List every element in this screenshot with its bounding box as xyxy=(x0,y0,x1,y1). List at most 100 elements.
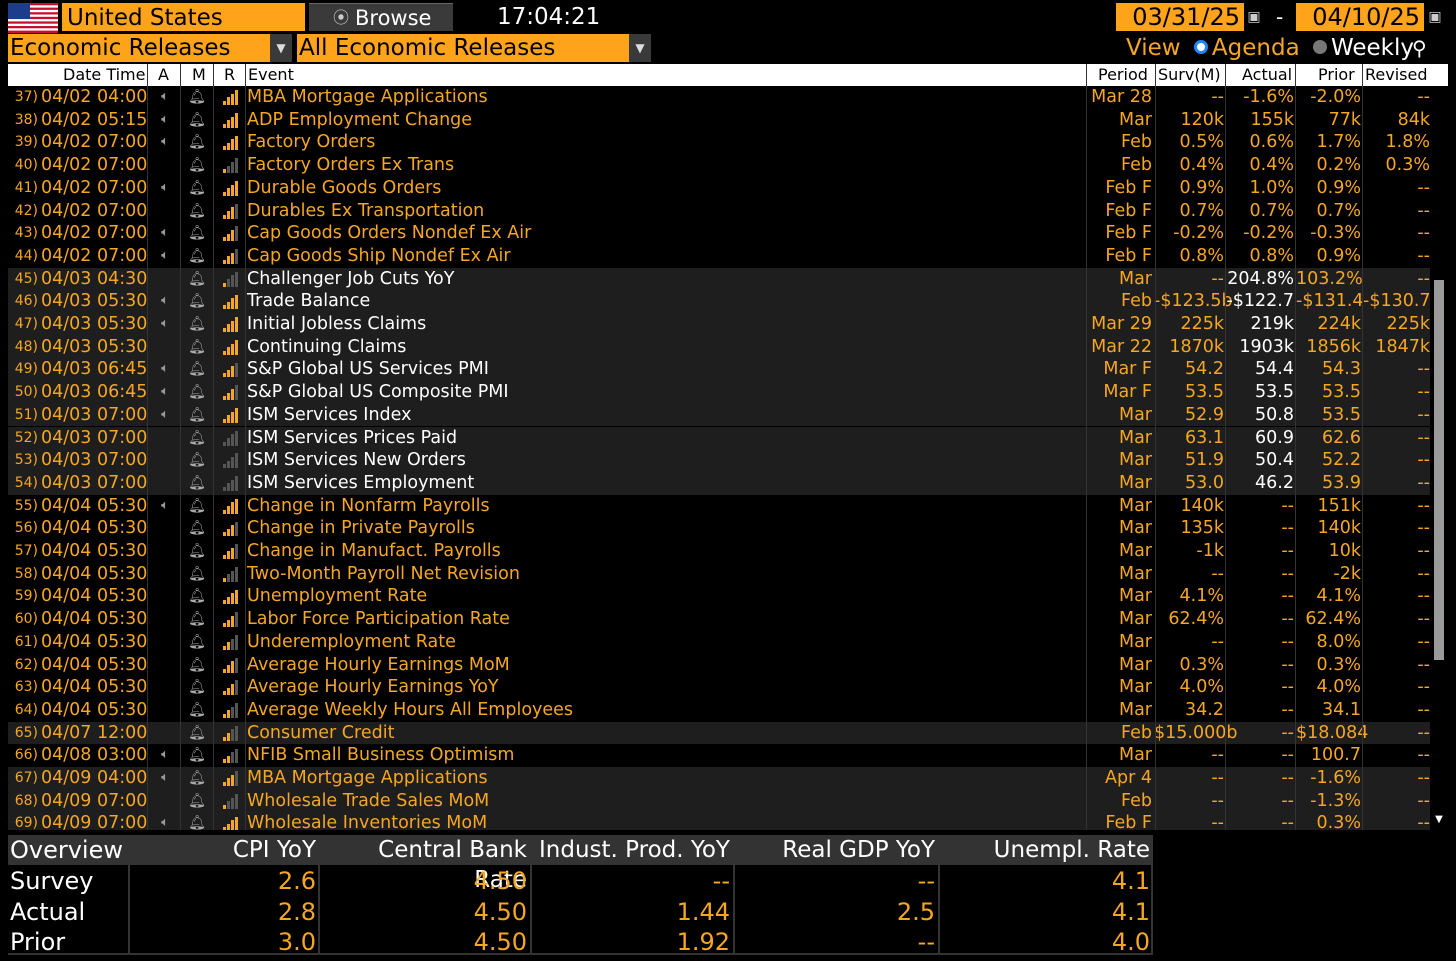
table-row[interactable]: 52) 04/03 07:00 🔔︎ ISM Services Prices Paid… xyxy=(8,426,1430,450)
row-event[interactable]: Average Weekly Hours All Employees xyxy=(247,699,574,720)
bell-icon[interactable]: 🔔︎ xyxy=(188,611,206,628)
table-row[interactable]: 67) 04/09 04:00 🔈︎ 🔔︎ MBA Mortgage Applicati… xyxy=(8,767,1430,790)
bell-icon[interactable]: 🔔︎ xyxy=(188,179,206,196)
table-row[interactable]: 60) 04/04 05:30 🔔︎ Labor Force Participatio… xyxy=(8,608,1430,631)
bell-icon[interactable]: 🔔︎ xyxy=(188,157,206,174)
speaker-icon[interactable]: 🔈︎ xyxy=(161,747,169,763)
col-period[interactable]: Period xyxy=(1098,65,1148,84)
row-event[interactable]: Factory Orders Ex Trans xyxy=(247,155,455,176)
col-a[interactable]: A xyxy=(158,65,169,84)
bell-icon[interactable]: 🔔︎ xyxy=(188,202,206,219)
bell-icon[interactable]: 🔔︎ xyxy=(188,701,206,718)
table-row[interactable]: 50) 04/03 06:45 🔈︎ 🔔︎ S&P Global US Composit… xyxy=(8,381,1430,404)
scroll-up-icon[interactable]: ▲ xyxy=(1435,68,1443,79)
speaker-icon[interactable] xyxy=(154,517,176,540)
bell-icon[interactable]: 🔔︎ xyxy=(188,270,206,287)
bell-icon[interactable]: 🔔︎ xyxy=(188,497,206,514)
table-row[interactable]: 41) 04/02 07:00 🔈︎ 🔔︎ Durable Goods Orders Fe… xyxy=(8,177,1430,200)
speaker-icon[interactable]: 🔈︎ xyxy=(161,815,169,830)
bell-icon[interactable]: 🔔︎ xyxy=(188,293,206,310)
row-event[interactable]: Change in Nonfarm Payrolls xyxy=(247,495,490,516)
row-event[interactable]: Change in Private Payrolls xyxy=(247,518,475,539)
bell-icon[interactable]: 🔔︎ xyxy=(188,724,206,741)
row-event[interactable]: MBA Mortgage Applications xyxy=(247,87,488,107)
country-field[interactable]: United States xyxy=(62,3,305,31)
table-row[interactable]: 62) 04/04 05:30 🔔︎ Average Hourly Earnings … xyxy=(8,654,1430,677)
table-row[interactable]: 49) 04/03 06:45 🔈︎ 🔔︎ S&P Global US Services… xyxy=(8,358,1430,382)
table-row[interactable]: 44) 04/02 07:00 🔈︎ 🔔︎ Cap Goods Ship Nondef … xyxy=(8,245,1430,268)
table-row[interactable]: 43) 04/02 07:00 🔈︎ 🔔︎ Cap Goods Orders Nonde… xyxy=(8,222,1430,245)
speaker-icon[interactable] xyxy=(154,790,176,813)
speaker-icon[interactable]: 🔈︎ xyxy=(161,247,169,263)
row-event[interactable]: Average Hourly Earnings YoY xyxy=(247,677,499,698)
speaker-icon[interactable] xyxy=(154,608,176,631)
bell-icon[interactable]: 🔔︎ xyxy=(188,815,206,830)
row-event[interactable]: Initial Jobless Claims xyxy=(247,314,427,334)
speaker-icon[interactable] xyxy=(154,540,176,563)
row-event[interactable]: S&P Global US Composite PMI xyxy=(247,382,509,403)
speaker-icon[interactable] xyxy=(154,722,176,745)
row-event[interactable]: Wholesale Trade Sales MoM xyxy=(247,790,490,811)
row-event[interactable]: ISM Services Employment xyxy=(247,472,475,493)
bell-icon[interactable]: 🔔︎ xyxy=(188,474,206,491)
row-event[interactable]: Challenger Job Cuts YoY xyxy=(247,268,455,289)
row-event[interactable]: ADP Employment Change xyxy=(247,109,473,130)
weekly-radio[interactable] xyxy=(1312,40,1327,54)
speaker-icon[interactable]: 🔈︎ xyxy=(161,384,169,400)
speaker-icon[interactable] xyxy=(154,200,176,223)
table-row[interactable]: 53) 04/03 07:00 🔔︎ ISM Services New Orders M… xyxy=(8,449,1430,472)
speaker-icon[interactable]: 🔈︎ xyxy=(161,179,169,195)
bell-icon[interactable]: 🔔︎ xyxy=(188,134,206,151)
table-row[interactable]: 40) 04/02 07:00 🔔︎ Factory Orders Ex Trans F… xyxy=(8,154,1430,177)
row-event[interactable]: Cap Goods Orders Nondef Ex Air xyxy=(247,223,532,244)
table-row[interactable]: 65) 04/07 12:00 🔔︎ Consumer Credit Feb $15.00… xyxy=(8,721,1430,745)
row-event[interactable]: Wholesale Inventories MoM xyxy=(247,813,488,830)
speaker-icon[interactable] xyxy=(154,449,176,472)
col-prior[interactable]: Prior xyxy=(1318,65,1355,84)
speaker-icon[interactable]: 🔈︎ xyxy=(161,134,169,150)
calendar-icon[interactable]: ▣ xyxy=(1428,9,1442,25)
speaker-icon[interactable]: 🔈︎ xyxy=(161,225,169,241)
bell-icon[interactable]: 🔔︎ xyxy=(188,588,206,605)
table-row[interactable]: 58) 04/04 05:30 🔔︎ Two-Month Payroll Net Re… xyxy=(8,563,1430,586)
bell-icon[interactable]: 🔔︎ xyxy=(188,656,206,673)
bell-icon[interactable]: 🔔︎ xyxy=(188,247,206,264)
row-event[interactable]: Durables Ex Transportation xyxy=(247,200,485,221)
speaker-icon[interactable] xyxy=(154,585,176,608)
speaker-icon[interactable] xyxy=(154,631,176,654)
table-row[interactable]: 55) 04/04 05:30 🔈︎ 🔔︎ Change in Nonfarm Payr… xyxy=(8,495,1430,518)
category-dropdown[interactable]: Economic Releases ▼ xyxy=(8,34,292,62)
speaker-icon[interactable]: 🔈︎ xyxy=(161,316,169,331)
row-event[interactable]: ISM Services New Orders xyxy=(247,450,466,471)
speaker-icon[interactable] xyxy=(154,676,176,699)
table-row[interactable]: 59) 04/04 05:30 🔔︎ Unemployment Rate Mar 4.1%… xyxy=(8,585,1430,608)
bell-icon[interactable]: 🔔︎ xyxy=(188,406,206,423)
table-row[interactable]: 45) 04/03 04:30 🔔︎ Challenger Job Cuts YoY M… xyxy=(8,267,1430,291)
agenda-label[interactable]: Agenda xyxy=(1211,35,1300,61)
row-event[interactable]: Continuing Claims xyxy=(247,336,407,357)
speaker-icon[interactable] xyxy=(154,654,176,677)
speaker-icon[interactable] xyxy=(154,154,176,177)
col-r[interactable]: R xyxy=(224,65,236,84)
bell-icon[interactable]: 🔔︎ xyxy=(188,111,206,128)
table-row[interactable]: 64) 04/04 05:30 🔔︎ Average Weekly Hours All… xyxy=(8,699,1430,722)
bell-icon[interactable]: 🔔︎ xyxy=(188,89,206,105)
bell-icon[interactable]: 🔔︎ xyxy=(188,520,206,537)
bell-icon[interactable]: 🔔︎ xyxy=(188,747,206,764)
scroll-down-icon[interactable]: ▼ xyxy=(1435,814,1443,825)
row-event[interactable]: ISM Services Index xyxy=(247,404,412,425)
col-actual[interactable]: Actual xyxy=(1242,65,1293,84)
table-row[interactable]: 68) 04/09 07:00 🔔︎ Wholesale Trade Sales Mo… xyxy=(8,789,1430,813)
bell-icon[interactable]: 🔔︎ xyxy=(188,384,206,401)
col-survey[interactable]: Surv(M) xyxy=(1158,65,1221,84)
bell-icon[interactable]: 🔔︎ xyxy=(188,679,206,696)
table-row[interactable]: 39) 04/02 07:00 🔈︎ 🔔︎ Factory Orders Feb 0.5% 0… xyxy=(8,131,1430,154)
bell-icon[interactable]: 🔔︎ xyxy=(188,361,206,378)
col-m[interactable]: M xyxy=(192,65,206,84)
speaker-icon[interactable] xyxy=(154,472,176,495)
col-revised[interactable]: Revised xyxy=(1365,65,1428,84)
col-event[interactable]: Event xyxy=(248,65,294,84)
speaker-icon[interactable] xyxy=(154,563,176,586)
row-event[interactable]: NFIB Small Business Optimism xyxy=(247,745,515,766)
table-row[interactable]: 37) 04/02 04:00 🔈︎ 🔔︎ MBA Mortgage Applicati… xyxy=(8,86,1430,109)
